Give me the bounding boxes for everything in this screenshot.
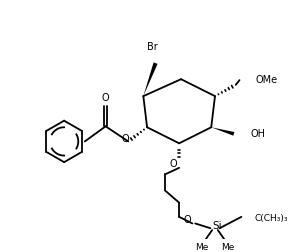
Text: Si: Si: [212, 221, 222, 231]
Polygon shape: [211, 127, 234, 136]
Text: OMe: OMe: [255, 75, 278, 85]
Polygon shape: [143, 62, 157, 96]
Text: OH: OH: [251, 129, 266, 139]
Text: Br: Br: [147, 42, 158, 52]
Text: Me: Me: [221, 242, 235, 251]
Text: O: O: [122, 134, 129, 144]
Text: C(CH₃)₃: C(CH₃)₃: [255, 214, 288, 223]
Text: Me: Me: [195, 242, 208, 251]
Text: O: O: [102, 93, 109, 103]
Text: O: O: [184, 215, 191, 225]
Text: O: O: [170, 159, 177, 169]
